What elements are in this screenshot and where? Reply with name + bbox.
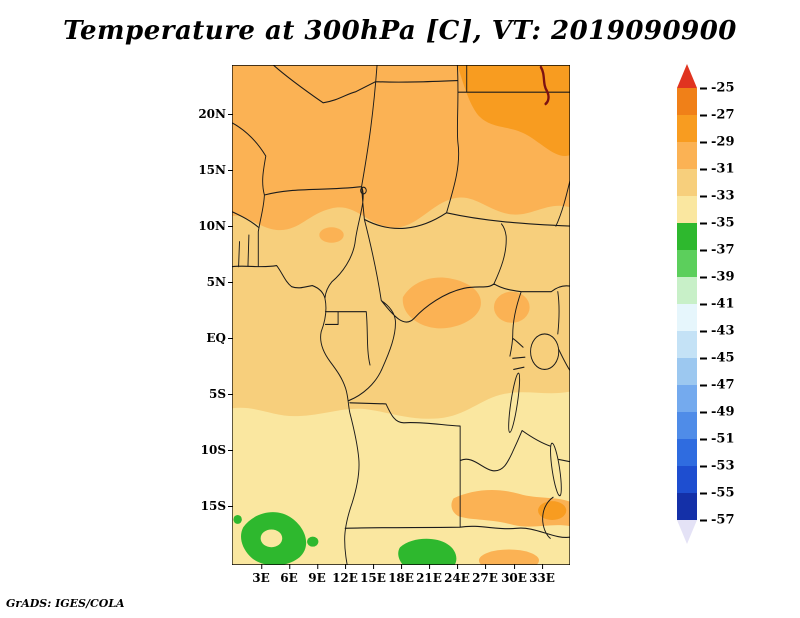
x-axis-label-9e: 9E: [308, 564, 326, 585]
lake-tanganyika-outline: [508, 372, 521, 433]
grads-credit: GrADS: IGES/COLA: [6, 597, 125, 610]
x-axis-label-6e: 6E: [280, 564, 298, 585]
y-axis-label-10n: 10N: [180, 219, 233, 233]
colorbar-band: [677, 169, 697, 196]
colorbar-label: -25: [700, 81, 735, 96]
x-axis-label-33e: 33E: [529, 564, 555, 585]
colorbar-label: -39: [700, 270, 735, 285]
fill-band-29-31-east-patch: [493, 291, 530, 323]
colorbar-band: [677, 223, 697, 250]
colorbar-label: -27: [700, 108, 735, 123]
country-borders: [232, 65, 570, 565]
colorbar-band: [677, 196, 697, 223]
fill-band-29-31-car-patch: [402, 277, 481, 329]
colorbar-band: [677, 331, 697, 358]
colorbar-band: [677, 88, 697, 115]
fill-band-35-37-bottom-green: [398, 538, 457, 565]
colorbar-band: [677, 250, 697, 277]
temperature-map: [232, 65, 570, 565]
lake-chad-outline: [360, 186, 367, 195]
x-axis-label-3e: 3E: [252, 564, 270, 585]
fill-band-29-31-southeast: [451, 490, 570, 527]
plot-title: Temperature at 300hPa [C], VT: 201909090…: [63, 16, 737, 46]
fill-band-27-29-northeast: [457, 65, 570, 157]
colorbar-label: -49: [700, 405, 735, 420]
colorbar-label: -35: [700, 216, 735, 231]
colorbar-label: -57: [700, 513, 735, 528]
colorbar-band: [677, 358, 697, 385]
colorbar-band: [677, 385, 697, 412]
fill-band-35-37-dot: [307, 536, 319, 547]
colorbar-band: [677, 466, 697, 493]
colorbar: [677, 64, 697, 544]
x-axis-label-30e: 30E: [501, 564, 527, 585]
border-lines: [232, 65, 570, 565]
colorbar-label: -31: [700, 162, 735, 177]
lake-nasser-mark: [539, 65, 550, 106]
colorbar-band: [677, 493, 697, 520]
x-axis-label-18e: 18E: [388, 564, 414, 585]
colorbar-band: [677, 142, 697, 169]
y-axis-label-15s: 15S: [180, 499, 233, 513]
colorbar-band: [677, 412, 697, 439]
colorbar-arrow-bottom: [677, 520, 697, 544]
y-axis-label-5n: 5N: [180, 275, 233, 289]
colorbar-label: -37: [700, 243, 735, 258]
fill-band-29-31-nigeria-patch: [319, 227, 344, 243]
lake-victoria-outline: [530, 333, 560, 370]
colorbar-label: -41: [700, 297, 735, 312]
x-axis-label-21e: 21E: [416, 564, 442, 585]
colorbar-band: [677, 115, 697, 142]
y-axis-label-15n: 15N: [180, 163, 233, 177]
colorbar-label: -29: [700, 135, 735, 150]
colorbar-band: [677, 277, 697, 304]
x-axis-label-27e: 27E: [472, 564, 498, 585]
y-axis-label-20n: 20N: [180, 107, 233, 121]
x-axis-label-12e: 12E: [332, 564, 358, 585]
colorbar-band: [677, 304, 697, 331]
colorbar-label: -43: [700, 324, 735, 339]
y-axis-label-5s: 5S: [180, 387, 233, 401]
fill-band-29-31-bottom-strip: [478, 549, 540, 565]
y-axis-label-10s: 10S: [180, 443, 233, 457]
fill-band-33-35-green-hole: [260, 529, 283, 548]
colorbar-label: -47: [700, 378, 735, 393]
colorbar-label: -55: [700, 486, 735, 501]
x-axis-label-24e: 24E: [444, 564, 470, 585]
colorbar-label: -53: [700, 459, 735, 474]
colorbar-label: -51: [700, 432, 735, 447]
lake-malawi-outline: [550, 442, 562, 497]
colorbar-label: -33: [700, 189, 735, 204]
fill-band-33-35-south: [232, 391, 570, 565]
fill-band-35-37-dot: [233, 515, 242, 524]
colorbar-arrow-top: [677, 64, 697, 88]
contour-fills: [232, 65, 570, 565]
colorbar-label: -45: [700, 351, 735, 366]
y-axis-label-eq: EQ: [180, 331, 233, 345]
colorbar-band: [677, 439, 697, 466]
x-axis-label-15e: 15E: [360, 564, 386, 585]
